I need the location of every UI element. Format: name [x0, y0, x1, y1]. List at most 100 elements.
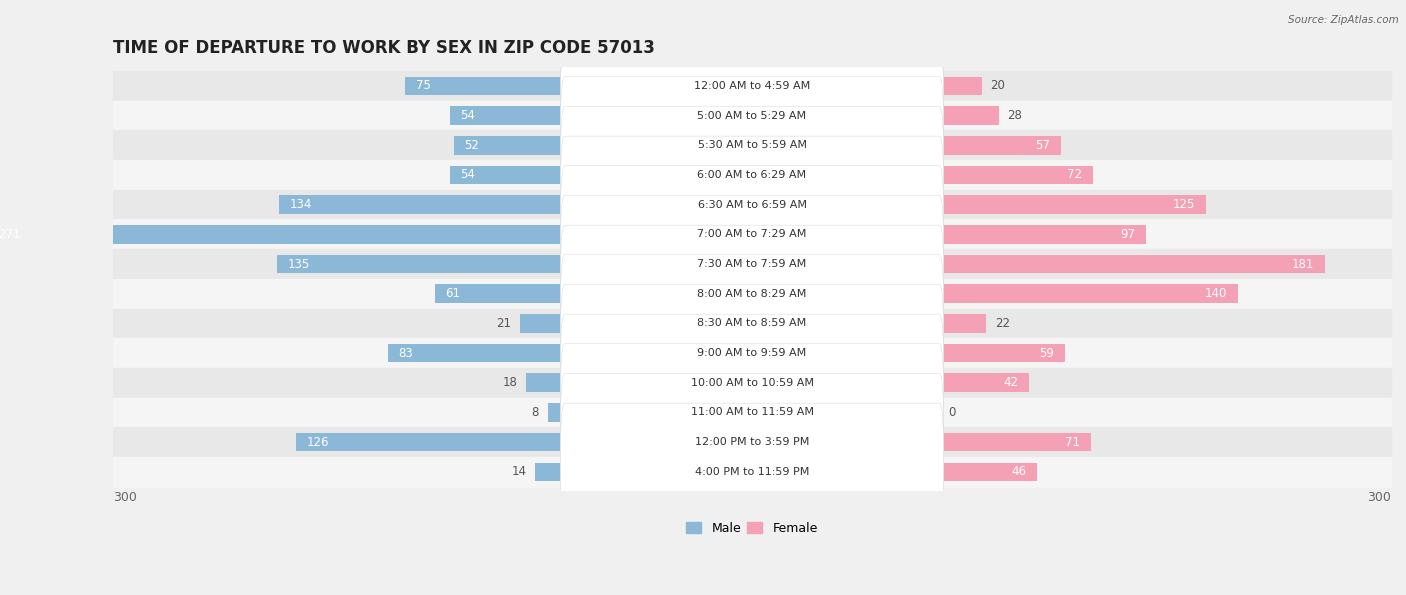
Bar: [112, 220, 1391, 249]
Text: 135: 135: [288, 258, 309, 271]
FancyBboxPatch shape: [561, 255, 943, 392]
Bar: [388, 344, 565, 362]
Bar: [112, 71, 1391, 101]
Text: 6:30 AM to 6:59 AM: 6:30 AM to 6:59 AM: [697, 200, 807, 209]
Bar: [112, 309, 1391, 338]
Text: 9:00 AM to 9:59 AM: 9:00 AM to 9:59 AM: [697, 348, 807, 358]
Bar: [280, 196, 565, 214]
Text: 22: 22: [995, 317, 1010, 330]
Bar: [112, 427, 1391, 457]
Bar: [939, 462, 1038, 481]
Text: 300: 300: [1367, 491, 1391, 504]
Text: 0: 0: [948, 406, 955, 419]
FancyBboxPatch shape: [561, 107, 943, 243]
Bar: [112, 130, 1391, 160]
Text: 4:00 PM to 11:59 PM: 4:00 PM to 11:59 PM: [695, 466, 810, 477]
FancyBboxPatch shape: [561, 344, 943, 481]
Text: 5:30 AM to 5:59 AM: 5:30 AM to 5:59 AM: [697, 140, 807, 151]
Text: 8: 8: [531, 406, 538, 419]
Text: 20: 20: [991, 80, 1005, 92]
Text: 8:00 AM to 8:29 AM: 8:00 AM to 8:29 AM: [697, 289, 807, 299]
Text: 134: 134: [290, 198, 312, 211]
Bar: [939, 314, 987, 333]
FancyBboxPatch shape: [561, 77, 943, 214]
Text: 300: 300: [112, 491, 136, 504]
FancyBboxPatch shape: [561, 284, 943, 422]
Text: 72: 72: [1067, 168, 1083, 181]
Text: 57: 57: [1035, 139, 1050, 152]
Text: Source: ZipAtlas.com: Source: ZipAtlas.com: [1288, 15, 1399, 25]
Bar: [939, 196, 1206, 214]
Text: 126: 126: [307, 436, 329, 449]
Bar: [526, 374, 565, 392]
Bar: [112, 397, 1391, 427]
Text: 5:00 AM to 5:29 AM: 5:00 AM to 5:29 AM: [697, 111, 807, 121]
Text: 54: 54: [460, 109, 475, 122]
Text: 7:30 AM to 7:59 AM: 7:30 AM to 7:59 AM: [697, 259, 807, 269]
Text: 6:00 AM to 6:29 AM: 6:00 AM to 6:29 AM: [697, 170, 807, 180]
Text: 12:00 AM to 4:59 AM: 12:00 AM to 4:59 AM: [695, 81, 810, 91]
Bar: [112, 190, 1391, 220]
Bar: [434, 284, 565, 303]
Bar: [112, 160, 1391, 190]
Text: 11:00 AM to 11:59 AM: 11:00 AM to 11:59 AM: [690, 408, 814, 417]
Bar: [939, 344, 1066, 362]
Text: 8:30 AM to 8:59 AM: 8:30 AM to 8:59 AM: [697, 318, 807, 328]
Text: 42: 42: [1004, 376, 1018, 389]
FancyBboxPatch shape: [561, 314, 943, 451]
FancyBboxPatch shape: [561, 403, 943, 540]
Bar: [939, 225, 1146, 243]
Text: 18: 18: [503, 376, 517, 389]
Bar: [450, 107, 565, 125]
Bar: [450, 166, 565, 184]
Text: 271: 271: [0, 228, 21, 241]
Bar: [112, 457, 1391, 487]
FancyBboxPatch shape: [561, 196, 943, 333]
Bar: [0, 225, 565, 243]
Bar: [112, 368, 1391, 397]
Text: 75: 75: [416, 80, 430, 92]
Text: 7:00 AM to 7:29 AM: 7:00 AM to 7:29 AM: [697, 229, 807, 239]
Text: 125: 125: [1173, 198, 1195, 211]
Text: 21: 21: [496, 317, 512, 330]
Text: 59: 59: [1039, 346, 1054, 359]
Text: 97: 97: [1121, 228, 1136, 241]
Bar: [534, 462, 565, 481]
Bar: [939, 255, 1324, 273]
Legend: Male, Female: Male, Female: [682, 517, 823, 540]
FancyBboxPatch shape: [561, 225, 943, 362]
Text: 61: 61: [446, 287, 460, 300]
Bar: [112, 338, 1391, 368]
Text: 10:00 AM to 10:59 AM: 10:00 AM to 10:59 AM: [690, 378, 814, 388]
Bar: [939, 284, 1237, 303]
Bar: [405, 77, 565, 95]
Bar: [520, 314, 565, 333]
Text: 46: 46: [1012, 465, 1026, 478]
Text: TIME OF DEPARTURE TO WORK BY SEX IN ZIP CODE 57013: TIME OF DEPARTURE TO WORK BY SEX IN ZIP …: [112, 39, 655, 57]
Bar: [454, 136, 565, 155]
Bar: [939, 433, 1091, 451]
FancyBboxPatch shape: [561, 17, 943, 155]
Text: 83: 83: [398, 346, 413, 359]
Bar: [112, 101, 1391, 130]
Bar: [547, 403, 565, 422]
Bar: [939, 77, 981, 95]
FancyBboxPatch shape: [561, 47, 943, 184]
Text: 140: 140: [1205, 287, 1227, 300]
FancyBboxPatch shape: [561, 374, 943, 511]
Bar: [277, 255, 565, 273]
Text: 54: 54: [460, 168, 475, 181]
Bar: [939, 374, 1029, 392]
Text: 12:00 PM to 3:59 PM: 12:00 PM to 3:59 PM: [695, 437, 810, 447]
Bar: [297, 433, 565, 451]
Bar: [112, 249, 1391, 279]
Bar: [939, 166, 1092, 184]
Text: 71: 71: [1064, 436, 1080, 449]
Bar: [939, 136, 1062, 155]
FancyBboxPatch shape: [561, 166, 943, 303]
Text: 28: 28: [1008, 109, 1022, 122]
Text: 181: 181: [1292, 258, 1315, 271]
Text: 52: 52: [464, 139, 479, 152]
Text: 14: 14: [512, 465, 526, 478]
Bar: [939, 107, 1000, 125]
